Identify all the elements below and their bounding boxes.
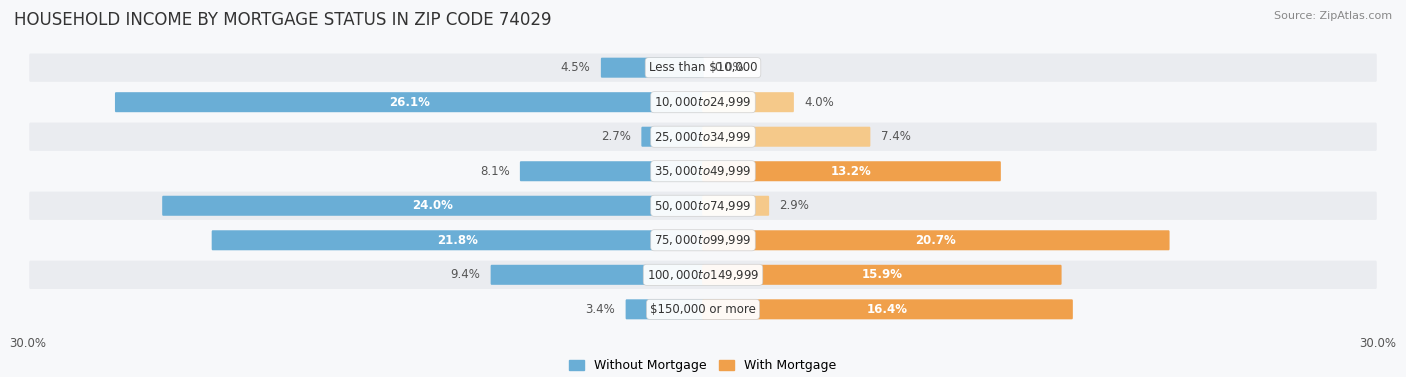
Text: 26.1%: 26.1% [389, 96, 430, 109]
FancyBboxPatch shape [520, 161, 704, 181]
Text: 9.4%: 9.4% [450, 268, 481, 281]
FancyBboxPatch shape [30, 295, 1376, 323]
Text: $150,000 or more: $150,000 or more [650, 303, 756, 316]
Text: $75,000 to $99,999: $75,000 to $99,999 [654, 233, 752, 247]
Text: 16.4%: 16.4% [868, 303, 908, 316]
FancyBboxPatch shape [30, 192, 1376, 220]
FancyBboxPatch shape [491, 265, 704, 285]
Text: $25,000 to $34,999: $25,000 to $34,999 [654, 130, 752, 144]
FancyBboxPatch shape [30, 54, 1376, 82]
Text: 21.8%: 21.8% [437, 234, 478, 247]
FancyBboxPatch shape [30, 157, 1376, 185]
FancyBboxPatch shape [702, 127, 870, 147]
FancyBboxPatch shape [212, 230, 704, 250]
Text: 4.5%: 4.5% [561, 61, 591, 74]
Text: 4.0%: 4.0% [804, 96, 834, 109]
FancyBboxPatch shape [600, 58, 704, 78]
Text: 13.2%: 13.2% [831, 165, 872, 178]
FancyBboxPatch shape [702, 299, 1073, 319]
Text: Source: ZipAtlas.com: Source: ZipAtlas.com [1274, 11, 1392, 21]
Text: Less than $10,000: Less than $10,000 [648, 61, 758, 74]
Text: 24.0%: 24.0% [412, 199, 454, 212]
Text: $50,000 to $74,999: $50,000 to $74,999 [654, 199, 752, 213]
Text: 3.4%: 3.4% [585, 303, 616, 316]
Text: HOUSEHOLD INCOME BY MORTGAGE STATUS IN ZIP CODE 74029: HOUSEHOLD INCOME BY MORTGAGE STATUS IN Z… [14, 11, 551, 29]
FancyBboxPatch shape [30, 123, 1376, 151]
Text: 8.1%: 8.1% [479, 165, 509, 178]
FancyBboxPatch shape [702, 161, 1001, 181]
Text: 7.4%: 7.4% [880, 130, 911, 143]
FancyBboxPatch shape [30, 88, 1376, 116]
FancyBboxPatch shape [115, 92, 704, 112]
FancyBboxPatch shape [162, 196, 704, 216]
Text: $10,000 to $24,999: $10,000 to $24,999 [654, 95, 752, 109]
FancyBboxPatch shape [30, 226, 1376, 254]
FancyBboxPatch shape [702, 92, 794, 112]
FancyBboxPatch shape [702, 230, 1170, 250]
Legend: Without Mortgage, With Mortgage: Without Mortgage, With Mortgage [564, 354, 842, 377]
FancyBboxPatch shape [702, 196, 769, 216]
FancyBboxPatch shape [641, 127, 704, 147]
Text: 2.7%: 2.7% [602, 130, 631, 143]
FancyBboxPatch shape [30, 261, 1376, 289]
FancyBboxPatch shape [702, 265, 1062, 285]
Text: $100,000 to $149,999: $100,000 to $149,999 [647, 268, 759, 282]
Text: 2.9%: 2.9% [779, 199, 810, 212]
Text: 20.7%: 20.7% [915, 234, 956, 247]
Text: 15.9%: 15.9% [862, 268, 903, 281]
Text: 0.0%: 0.0% [714, 61, 744, 74]
FancyBboxPatch shape [626, 299, 704, 319]
Text: $35,000 to $49,999: $35,000 to $49,999 [654, 164, 752, 178]
